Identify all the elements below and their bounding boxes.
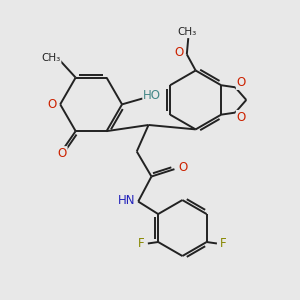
Text: O: O [236, 76, 246, 89]
Text: O: O [47, 98, 57, 111]
Text: CH₃: CH₃ [178, 27, 197, 37]
Text: O: O [178, 161, 188, 174]
Text: F: F [220, 237, 227, 250]
Text: O: O [58, 147, 67, 160]
Text: O: O [236, 110, 246, 124]
Text: HN: HN [118, 194, 136, 207]
Text: CH₃: CH₃ [42, 53, 61, 63]
Text: F: F [138, 237, 145, 250]
Text: O: O [174, 46, 183, 59]
Text: HO: HO [143, 89, 161, 102]
